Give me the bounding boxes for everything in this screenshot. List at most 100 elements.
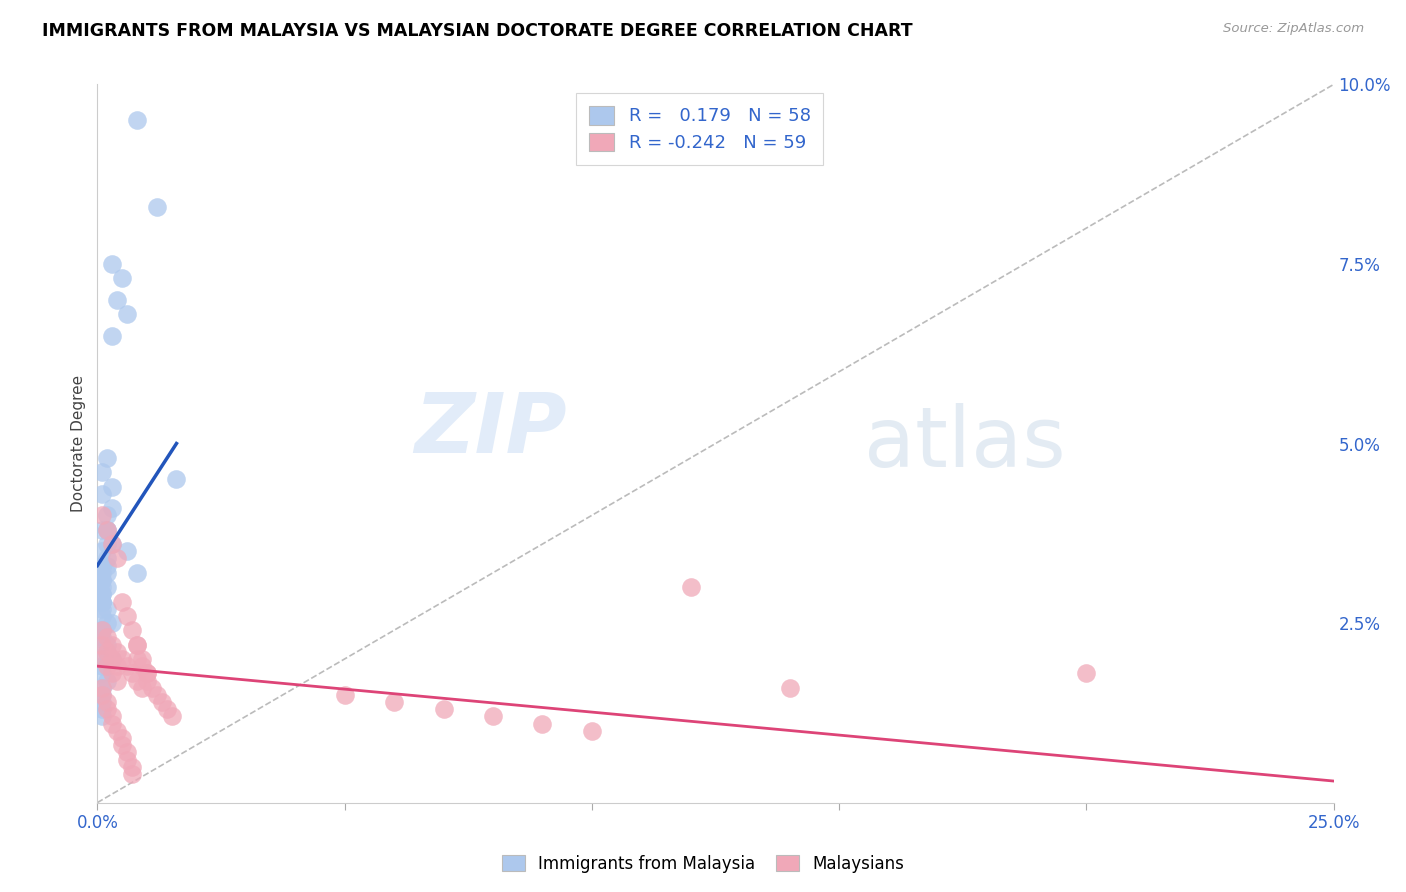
- Point: [91, 631, 114, 645]
- Legend: Immigrants from Malaysia, Malaysians: Immigrants from Malaysia, Malaysians: [495, 848, 911, 880]
- Point: [91, 652, 114, 666]
- Point: [125, 652, 148, 666]
- Point: [96, 645, 118, 659]
- Point: [96, 551, 118, 566]
- Text: ZIP: ZIP: [415, 389, 567, 470]
- Point: [91, 624, 114, 638]
- Point: [91, 624, 114, 638]
- Point: [91, 465, 114, 479]
- Y-axis label: Doctorate Degree: Doctorate Degree: [72, 375, 86, 512]
- Point: [96, 523, 118, 537]
- Point: [91, 666, 114, 681]
- Point: [91, 587, 114, 601]
- Point: [101, 480, 124, 494]
- Point: [91, 573, 114, 587]
- Point: [91, 487, 114, 501]
- Point: [91, 558, 114, 573]
- Point: [91, 594, 114, 608]
- Point: [101, 652, 124, 666]
- Point: [160, 709, 183, 723]
- Point: [145, 688, 167, 702]
- Point: [135, 666, 157, 681]
- Point: [91, 695, 114, 709]
- Point: [150, 695, 173, 709]
- Point: [91, 508, 114, 523]
- Point: [91, 523, 114, 537]
- Point: [101, 652, 124, 666]
- Point: [679, 580, 702, 594]
- Point: [91, 594, 114, 608]
- Point: [91, 659, 114, 673]
- Point: [121, 666, 143, 681]
- Point: [91, 681, 114, 695]
- Point: [125, 673, 148, 688]
- Point: [91, 652, 114, 666]
- Point: [91, 624, 114, 638]
- Point: [91, 702, 114, 716]
- Point: [531, 716, 554, 731]
- Point: [96, 702, 118, 716]
- Point: [333, 688, 356, 702]
- Point: [111, 652, 134, 666]
- Point: [91, 709, 114, 723]
- Text: Source: ZipAtlas.com: Source: ZipAtlas.com: [1223, 22, 1364, 36]
- Point: [121, 624, 143, 638]
- Point: [91, 544, 114, 558]
- Point: [96, 537, 118, 551]
- Point: [105, 645, 128, 659]
- Point: [96, 523, 118, 537]
- Point: [96, 450, 118, 465]
- Point: [101, 501, 124, 516]
- Point: [111, 731, 134, 745]
- Point: [96, 659, 118, 673]
- Point: [91, 688, 114, 702]
- Point: [125, 113, 148, 128]
- Point: [96, 615, 118, 630]
- Point: [131, 659, 153, 673]
- Point: [96, 508, 118, 523]
- Point: [105, 551, 128, 566]
- Text: atlas: atlas: [863, 403, 1066, 484]
- Point: [105, 293, 128, 307]
- Point: [91, 681, 114, 695]
- Point: [105, 659, 128, 673]
- Point: [121, 767, 143, 781]
- Point: [135, 673, 157, 688]
- Point: [125, 638, 148, 652]
- Point: [111, 594, 134, 608]
- Point: [125, 566, 148, 580]
- Point: [155, 702, 177, 716]
- Point: [91, 566, 114, 580]
- Point: [115, 544, 138, 558]
- Point: [91, 587, 114, 601]
- Point: [96, 566, 118, 580]
- Point: [382, 695, 405, 709]
- Point: [96, 580, 118, 594]
- Point: [166, 472, 188, 486]
- Point: [96, 601, 118, 615]
- Text: IMMIGRANTS FROM MALAYSIA VS MALAYSIAN DOCTORATE DEGREE CORRELATION CHART: IMMIGRANTS FROM MALAYSIA VS MALAYSIAN DO…: [42, 22, 912, 40]
- Point: [125, 638, 148, 652]
- Point: [96, 631, 118, 645]
- Point: [115, 307, 138, 321]
- Point: [121, 760, 143, 774]
- Point: [105, 673, 128, 688]
- Point: [115, 752, 138, 766]
- Point: [101, 537, 124, 551]
- Point: [115, 659, 138, 673]
- Point: [91, 594, 114, 608]
- Point: [482, 709, 505, 723]
- Point: [432, 702, 454, 716]
- Point: [101, 328, 124, 343]
- Point: [101, 638, 124, 652]
- Point: [91, 573, 114, 587]
- Point: [779, 681, 801, 695]
- Point: [91, 580, 114, 594]
- Point: [96, 523, 118, 537]
- Point: [96, 695, 118, 709]
- Point: [96, 673, 118, 688]
- Legend: R =   0.179   N = 58, R = -0.242   N = 59: R = 0.179 N = 58, R = -0.242 N = 59: [576, 94, 823, 165]
- Point: [135, 666, 157, 681]
- Point: [115, 608, 138, 623]
- Point: [145, 200, 167, 214]
